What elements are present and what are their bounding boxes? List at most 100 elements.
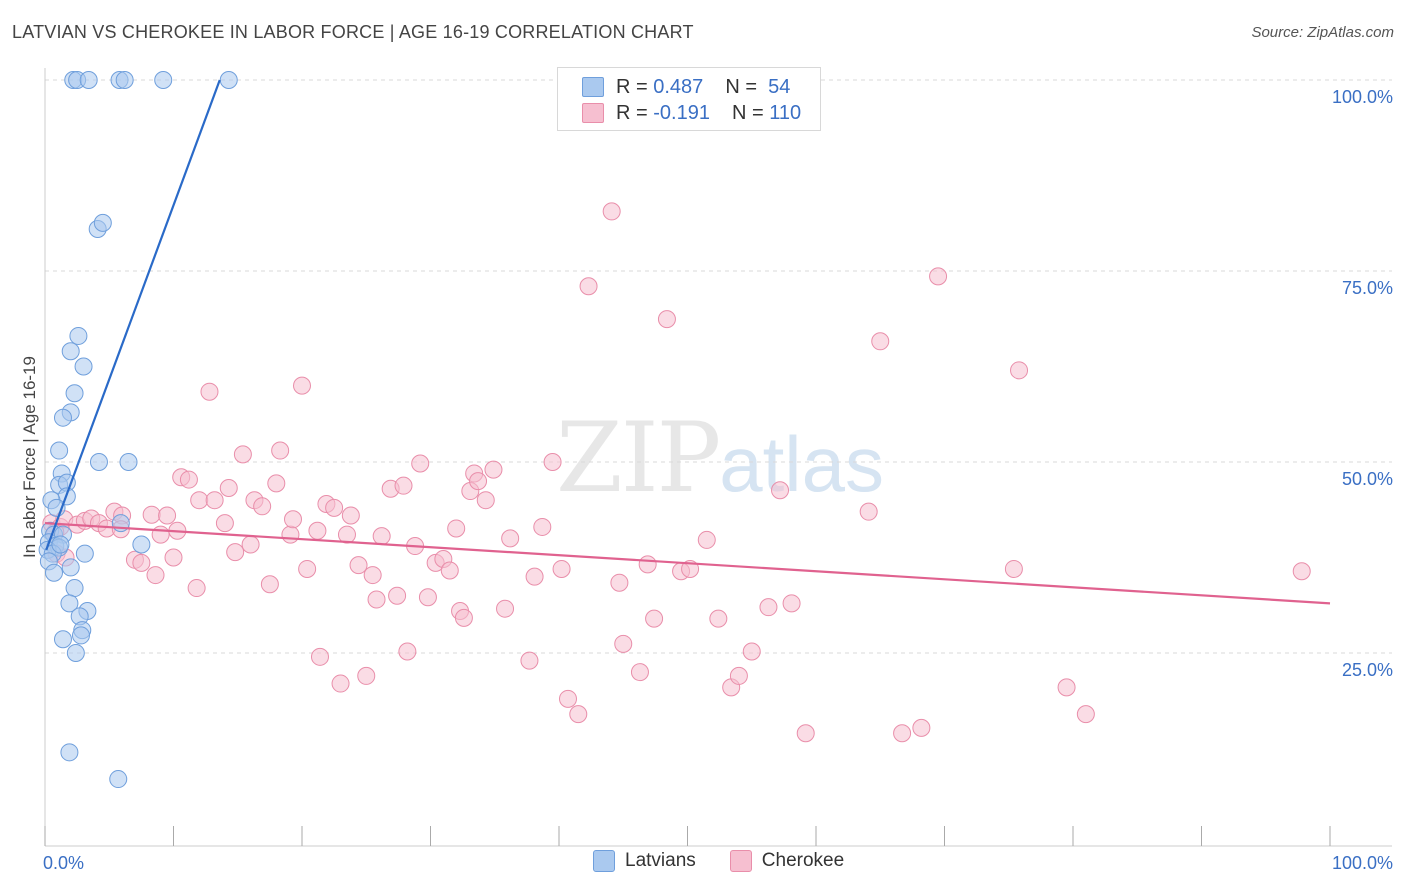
cherokee-point-23	[179, 470, 198, 489]
latvian-point-38	[61, 558, 80, 577]
latvian-point-6	[219, 71, 238, 89]
cherokee-point-88	[657, 310, 676, 329]
latvian-point-33	[51, 535, 70, 554]
cherokee-point-102	[893, 724, 912, 743]
cherokee-point-35	[260, 575, 279, 594]
cherokee-point-64	[447, 519, 466, 538]
cherokee-point-55	[388, 586, 407, 605]
latvian-point-35	[75, 544, 94, 563]
legend-row-cherokee: R = -0.191 N = 110	[582, 101, 801, 125]
cherokee-point-91	[697, 530, 716, 549]
cherokee-point-17	[146, 566, 165, 585]
cherokee-point-66	[454, 608, 473, 627]
cherokee-point-32	[241, 535, 260, 554]
legend-latvians-label: Latvians	[625, 850, 696, 871]
cherokee-point-51	[363, 566, 382, 585]
cherokee-point-56	[394, 476, 413, 495]
cherokee-point-98	[782, 594, 801, 613]
cherokee-point-96	[759, 598, 778, 617]
latvians-r-label: R =	[616, 75, 648, 98]
cherokee-point-78	[552, 559, 571, 578]
latvian-point-8	[93, 213, 112, 232]
latvian-point-39	[65, 579, 84, 598]
latvians-n-label: N =	[725, 75, 757, 98]
cherokee-point-83	[610, 573, 629, 592]
cherokee-point-108	[1076, 705, 1095, 724]
cherokee-point-18	[151, 525, 170, 544]
cherokee-point-77	[543, 453, 562, 471]
series-legend: Latvians Cherokee	[593, 850, 878, 872]
cherokee-point-48	[341, 506, 360, 525]
latvians-n-value: 54	[768, 75, 791, 98]
latvian-point-40	[60, 594, 79, 613]
latvian-point-2	[79, 71, 98, 89]
latvian-point-4	[115, 71, 134, 89]
watermark-atlas: atlas	[719, 420, 884, 508]
cherokee-point-36	[267, 474, 286, 493]
cherokee-point-101	[871, 332, 890, 351]
cherokee-point-52	[367, 590, 386, 609]
cherokee-point-103	[912, 718, 931, 737]
cherokee-point-71	[484, 460, 503, 479]
cherokee-point-76	[533, 517, 552, 536]
cherokee-point-31	[233, 445, 252, 464]
latvian-point-36	[132, 535, 151, 554]
cherokee-point-41	[298, 559, 317, 578]
latvians-r-value: 0.487	[653, 75, 704, 98]
chart-title: LATVIAN VS CHEROKEE IN LABOR FORCE | AGE…	[12, 22, 694, 42]
cherokee-point-87	[645, 609, 664, 628]
cherokee-point-95	[742, 642, 761, 661]
cherokee-r-label: R =	[616, 101, 648, 124]
latvian-point-46	[66, 644, 85, 662]
y-tick-label-3: 100.0%	[1332, 87, 1393, 107]
cherokee-point-79	[558, 689, 577, 708]
cherokee-point-73	[501, 529, 520, 548]
latvian-point-15	[50, 441, 69, 460]
latvian-point-9	[69, 326, 88, 345]
cherokee-point-109	[1292, 562, 1311, 581]
cherokee-point-47	[337, 525, 356, 544]
cherokee-point-75	[525, 567, 544, 586]
latvian-trend-line	[45, 79, 221, 551]
cherokee-point-106	[1010, 361, 1029, 380]
latvian-point-47	[60, 743, 79, 762]
cherokee-point-82	[602, 202, 621, 221]
cherokee-point-72	[496, 599, 515, 618]
legend-cherokee-swatch	[729, 850, 752, 872]
cherokee-point-85	[630, 663, 649, 682]
cherokee-point-25	[190, 491, 209, 510]
cherokee-point-60	[418, 588, 437, 607]
cherokee-point-57	[398, 642, 417, 661]
latvian-point-45	[53, 630, 72, 649]
legend-latvians-swatch	[593, 850, 615, 872]
latvian-point-5	[154, 71, 173, 89]
cherokee-point-19	[158, 506, 177, 525]
latvian-point-14	[53, 408, 72, 427]
cherokee-point-99	[796, 724, 815, 743]
cherokee-point-39	[284, 510, 303, 529]
source-label: Source: ZipAtlas.com	[1251, 24, 1394, 41]
cherokee-point-86	[638, 555, 657, 574]
cherokee-point-59	[411, 454, 430, 473]
latvian-point-22	[89, 453, 108, 471]
latvian-point-44	[71, 626, 90, 645]
y-tick-label-1: 50.0%	[1342, 469, 1393, 489]
cherokee-point-105	[1004, 559, 1023, 578]
cherokee-point-49	[349, 556, 368, 575]
cherokee-point-40	[293, 376, 311, 395]
latvian-point-10	[61, 342, 80, 361]
cherokee-point-15	[132, 553, 151, 572]
cherokee-r-value: -0.191	[653, 101, 710, 124]
legend-cherokee-label: Cherokee	[761, 850, 845, 871]
cherokee-point-63	[440, 561, 459, 580]
cherokee-n-label: N =	[731, 101, 764, 124]
legend-row-latvians: R = 0.487 N = 54	[582, 75, 790, 99]
y-axis-label: In Labor Force | Age 16-19	[20, 356, 39, 558]
cherokee-point-100	[859, 502, 878, 521]
cherokee-point-74	[520, 651, 539, 670]
stats-legend: R = 0.487 N = 54 R = -0.191 N = 110	[557, 67, 821, 131]
cherokee-point-92	[709, 609, 728, 628]
cherokee-point-104	[929, 267, 948, 286]
cherokee-point-26	[200, 382, 219, 401]
